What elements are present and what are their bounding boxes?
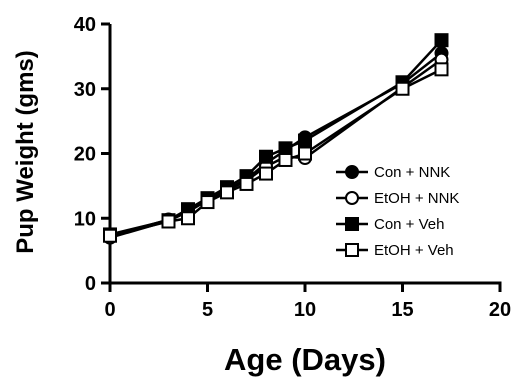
data-point bbox=[436, 34, 448, 46]
y-axis-label: Pup Weight (gms) bbox=[12, 50, 39, 254]
legend-item: EtOH + NNK bbox=[336, 190, 459, 207]
x-tick-label: 20 bbox=[489, 299, 511, 321]
legend-label: EtOH + NNK bbox=[374, 190, 459, 207]
data-point bbox=[163, 215, 175, 227]
data-point bbox=[260, 168, 272, 180]
series-line bbox=[110, 53, 442, 236]
legend: Con + NNK EtOH + NNK Con + Veh EtOH + Veh bbox=[336, 164, 459, 259]
legend-marker bbox=[346, 166, 358, 178]
x-axis-label: Age (Days) bbox=[224, 342, 386, 377]
data-point bbox=[241, 178, 253, 190]
data-point bbox=[397, 83, 409, 95]
legend-item: EtOH + Veh bbox=[336, 242, 454, 259]
x-tick-label: 10 bbox=[294, 299, 316, 321]
legend-marker bbox=[346, 244, 358, 256]
legend-item: Con + Veh bbox=[336, 216, 444, 233]
x-tick-label: 5 bbox=[202, 299, 213, 321]
y-tick-label: 40 bbox=[74, 14, 96, 36]
data-point bbox=[202, 196, 214, 208]
legend-label: Con + NNK bbox=[374, 164, 450, 181]
data-point bbox=[280, 142, 292, 154]
y-tick-label: 0 bbox=[85, 273, 96, 295]
data-point bbox=[436, 63, 448, 75]
legend-marker bbox=[346, 218, 358, 230]
data-point bbox=[299, 148, 311, 160]
data-point bbox=[104, 230, 116, 242]
data-point bbox=[280, 154, 292, 166]
data-point bbox=[260, 151, 272, 163]
legend-label: Con + Veh bbox=[374, 216, 444, 233]
x-tick-label: 0 bbox=[104, 299, 115, 321]
legend-label: EtOH + Veh bbox=[374, 242, 454, 259]
y-tick-label: 20 bbox=[74, 144, 96, 166]
data-point bbox=[299, 135, 311, 147]
data-point bbox=[182, 212, 194, 224]
series-line bbox=[110, 60, 442, 238]
legend-marker bbox=[346, 192, 358, 204]
y-tick-label: 30 bbox=[74, 79, 96, 101]
series-con-veh bbox=[104, 34, 448, 240]
data-point bbox=[221, 186, 233, 198]
x-tick-label: 15 bbox=[391, 299, 413, 321]
legend-item: Con + NNK bbox=[336, 164, 450, 181]
y-tick-label: 10 bbox=[74, 208, 96, 230]
series-layer bbox=[104, 34, 448, 243]
